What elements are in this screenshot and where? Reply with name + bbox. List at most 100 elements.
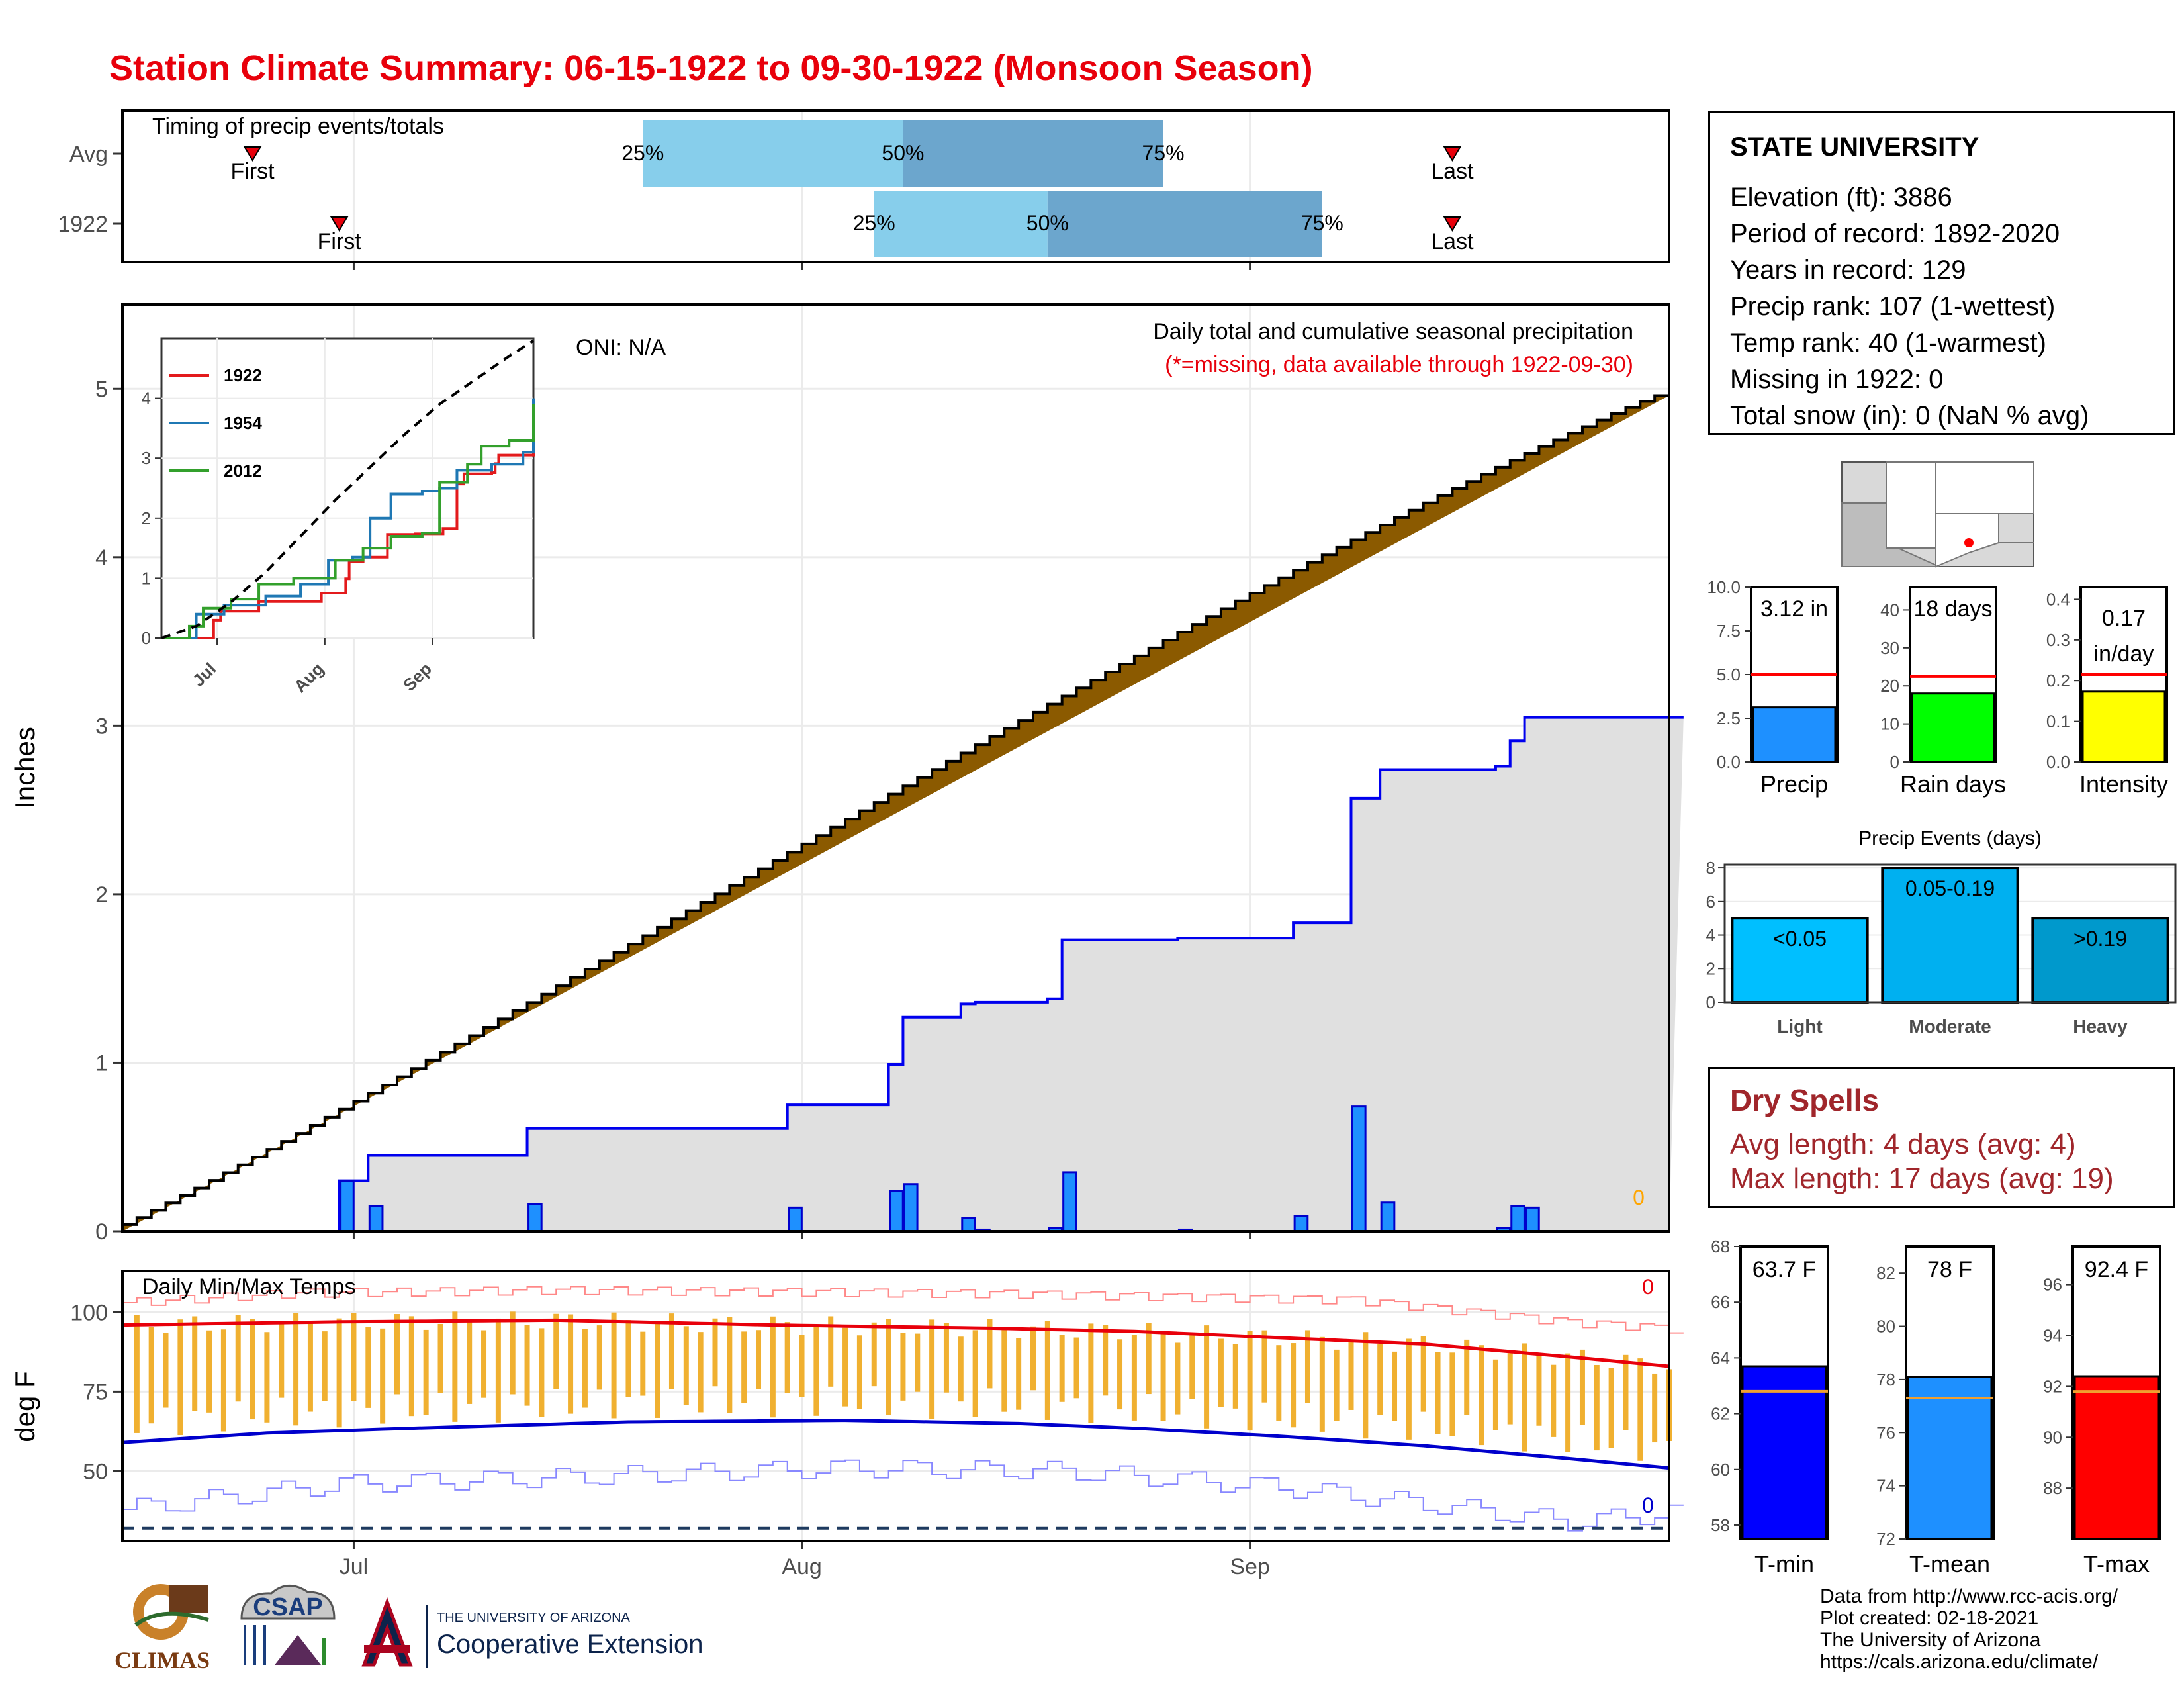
inset-series-line bbox=[161, 398, 535, 639]
climas-logo: CLIMAS bbox=[114, 1584, 210, 1673]
temps-daily-bar bbox=[1160, 1331, 1166, 1421]
temps-record-min-line bbox=[122, 1459, 1684, 1532]
temps-daily-bar bbox=[553, 1313, 559, 1389]
temps-daily-bar bbox=[582, 1329, 588, 1408]
temps-daily-bar bbox=[1623, 1354, 1629, 1430]
stat-ytick-label: 90 bbox=[2043, 1427, 2062, 1447]
events-bar-label: <0.05 bbox=[1773, 927, 1827, 951]
timing-marker-label: First bbox=[231, 159, 275, 184]
stat-ytick-label: 0.0 bbox=[2046, 752, 2070, 772]
temps-daily-bar bbox=[380, 1328, 386, 1424]
inset-legend-label: 1922 bbox=[224, 365, 262, 385]
stat-value-label: 0.17 bbox=[2102, 606, 2146, 631]
logos: CLIMAS CSAP THE UNIVERSITY OF ARIZONA Co… bbox=[114, 1584, 703, 1673]
temps-daily-bar bbox=[510, 1311, 516, 1395]
temps-daily-bar bbox=[1652, 1373, 1658, 1443]
stat-ytick-label: 0.3 bbox=[2046, 630, 2070, 650]
stat-ytick-label: 0.4 bbox=[2046, 589, 2070, 609]
timing-percent-label: 50% bbox=[1026, 211, 1069, 235]
station-elevation: Elevation (ft): 3886 bbox=[1730, 183, 1952, 212]
stat-value-bar bbox=[1741, 1365, 1827, 1540]
temps-xtick-label: Sep bbox=[1230, 1554, 1270, 1579]
stat-category-label: Precip bbox=[1760, 771, 1828, 798]
temps-daily-bar bbox=[943, 1323, 949, 1393]
timing-bar-p25-p50 bbox=[874, 191, 1048, 257]
stat-ytick-label: 0.1 bbox=[2046, 712, 2070, 731]
stat-value-label: 3.12 in bbox=[1760, 596, 1828, 622]
precip-daily-bar bbox=[340, 1180, 355, 1233]
temps-daily-bar bbox=[871, 1322, 877, 1387]
timing-chart: 25% 50% 75% First Last Avg 25% 50% 75% First Last 1… bbox=[58, 109, 1670, 270]
temps-daily-bar bbox=[1131, 1335, 1137, 1421]
temps-ylabel: deg F bbox=[9, 1371, 40, 1442]
dry-spells-heading: Dry Spells bbox=[1730, 1083, 1879, 1117]
stat-category-label: Intensity bbox=[2079, 771, 2168, 798]
temps-daily-bar bbox=[408, 1316, 414, 1417]
temps-daily-bar bbox=[307, 1323, 313, 1412]
temps-daily-bar bbox=[958, 1336, 964, 1402]
precip-daily-bar bbox=[961, 1217, 976, 1233]
temps-daily-bar bbox=[235, 1315, 241, 1402]
temps-daily-bar bbox=[220, 1329, 226, 1432]
temps-daily-bar bbox=[770, 1316, 776, 1418]
stat-ytick-label: 92 bbox=[2043, 1376, 2062, 1396]
timing-marker bbox=[1443, 146, 1462, 162]
precip-ytick-label: 3 bbox=[95, 714, 108, 739]
precip-daily-bar bbox=[788, 1206, 803, 1233]
timing-marker-label: First bbox=[318, 229, 362, 254]
inset-ytick-label: 4 bbox=[142, 389, 151, 408]
temps-ytick-label: 75 bbox=[83, 1380, 108, 1405]
temps-daily-bar bbox=[1088, 1323, 1094, 1423]
temps-daily-bar bbox=[1261, 1330, 1267, 1403]
stat-ytick-label: 7.5 bbox=[1717, 621, 1741, 641]
temps-daily-bar bbox=[495, 1318, 501, 1423]
timing-percent-label: 25% bbox=[621, 141, 664, 165]
stat-ytick-label: 94 bbox=[2043, 1326, 2062, 1346]
temps-ytick-label: 50 bbox=[83, 1459, 108, 1484]
inset-ytick-label: 0 bbox=[142, 628, 151, 648]
temps-daily-bar bbox=[1276, 1345, 1282, 1421]
stat-ytick-label: 40 bbox=[1880, 600, 1899, 620]
timing-title: Timing of precip events/totals bbox=[152, 114, 444, 139]
temps-daily-bar bbox=[1536, 1355, 1542, 1426]
stat-ytick-label: 10 bbox=[1880, 714, 1899, 734]
timing-percent-label: 75% bbox=[1142, 141, 1185, 165]
temps-daily-bar bbox=[1146, 1323, 1152, 1395]
temps-record-max-line bbox=[122, 1286, 1684, 1334]
temps-ytick-label: 100 bbox=[70, 1300, 108, 1325]
events-bar-label: 0.05-0.19 bbox=[1905, 876, 1995, 900]
stat-ytick-label: 0.2 bbox=[2046, 671, 2070, 690]
temps-daily-bar bbox=[1464, 1339, 1470, 1415]
temps-daily-bar bbox=[655, 1321, 660, 1418]
precip-missing-count: 0 bbox=[1633, 1186, 1645, 1209]
temps-daily-bar bbox=[987, 1319, 993, 1389]
stat-value-label: in/day bbox=[2094, 641, 2154, 667]
temps-daily-bar bbox=[1001, 1329, 1007, 1412]
temps-daily-bar bbox=[972, 1330, 978, 1417]
precip-daily-bar bbox=[1351, 1105, 1367, 1233]
temps-daily-bar bbox=[177, 1319, 183, 1436]
stat-value-label: 78 F bbox=[1927, 1257, 1972, 1282]
temps-daily-bar bbox=[250, 1319, 255, 1420]
inset-series-line bbox=[161, 451, 535, 639]
temps-title: Daily Min/Max Temps bbox=[142, 1274, 355, 1299]
dry-spells-avg: Avg length: 4 days (avg: 4) bbox=[1730, 1128, 2076, 1160]
station-precip-rank: Precip rank: 107 (1-wettest) bbox=[1730, 292, 2056, 321]
precip-avg-cumulative bbox=[121, 394, 1669, 1231]
inset-ytick-label: 1 bbox=[142, 568, 151, 588]
temps-daily-bar bbox=[756, 1330, 762, 1389]
temps-daily-bar bbox=[365, 1327, 371, 1408]
temps-daily-bar bbox=[741, 1331, 747, 1403]
events-ytick-label: 6 bbox=[1706, 892, 1715, 912]
temps-daily-bar bbox=[668, 1313, 674, 1389]
temps-daily-bar bbox=[886, 1318, 891, 1415]
credit-url: https://cals.arizona.edu/climate/ bbox=[1820, 1651, 2099, 1673]
inset-series-line bbox=[161, 404, 535, 639]
timing-percent-label: 50% bbox=[882, 141, 924, 165]
credit-source: Data from http://www.rcc-acis.org/ bbox=[1820, 1585, 2118, 1607]
temps-daily-bar bbox=[1637, 1358, 1643, 1461]
dry-spells-max: Max length: 17 days (avg: 19) bbox=[1730, 1162, 2114, 1195]
temps-daily-bar bbox=[1363, 1332, 1369, 1439]
temps-daily-bar bbox=[1522, 1343, 1527, 1452]
precip-daily-bar bbox=[527, 1203, 543, 1233]
